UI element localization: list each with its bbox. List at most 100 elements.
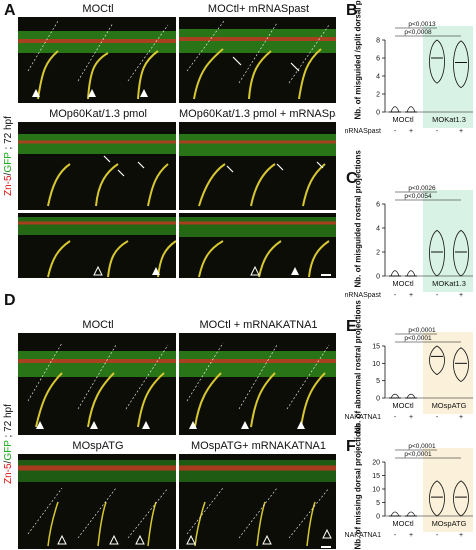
micrograph-image xyxy=(18,317,176,435)
micrograph-d2: MOCtl + mRNAKATNA1 xyxy=(178,316,337,436)
micrograph-d4: MOspATG+ mRNAKATNA1 xyxy=(178,437,337,550)
violin xyxy=(390,511,400,517)
condition-value: - xyxy=(394,128,397,135)
tile-title: MOp60Kat/1.3 pmol xyxy=(18,106,176,122)
condition-value: + xyxy=(459,532,463,539)
condition-value: + xyxy=(409,414,413,421)
group-label: MOKat1.3 xyxy=(432,115,466,124)
violin xyxy=(390,270,400,277)
panel-label-c: C xyxy=(346,170,358,187)
y-tick-label: 2 xyxy=(376,250,380,257)
panel-label-d: D xyxy=(4,292,16,309)
p-value-label: p<0,0026 xyxy=(408,185,436,192)
micrograph-image xyxy=(18,106,176,210)
micrograph-image xyxy=(179,317,336,435)
group-label: MOCtl xyxy=(392,401,414,410)
y-tick-label: 2 xyxy=(376,92,380,99)
micrograph-image xyxy=(18,1,176,103)
micrograph-image xyxy=(179,1,336,103)
micrograph-image xyxy=(18,438,176,549)
group-shading xyxy=(423,448,473,532)
micrograph-image xyxy=(179,438,336,549)
group-shading xyxy=(423,26,473,128)
condition-value: - xyxy=(436,128,439,135)
y-tick-label: 5 xyxy=(376,500,380,507)
panel-label-f: F xyxy=(346,438,356,455)
condition-value: - xyxy=(436,532,439,539)
panel-label-e: E xyxy=(346,318,357,335)
violin xyxy=(429,345,445,376)
p-value-label: p<0,0001 xyxy=(408,443,436,450)
condition-label: mRNAKATNA1 xyxy=(345,414,381,421)
p-value-label: p<0,0013 xyxy=(408,21,436,28)
group-label: MOspATG xyxy=(432,519,467,528)
panel-label-b: B xyxy=(346,2,358,19)
group-label: MOCtl xyxy=(392,519,414,528)
tile-title: MOspATG xyxy=(18,438,176,454)
violin xyxy=(453,229,469,277)
y-tick-label: 10 xyxy=(372,487,380,494)
tile-title: MOCtl xyxy=(18,1,176,17)
y-tick-label: 10 xyxy=(372,361,380,368)
condition-value: + xyxy=(459,414,463,421)
y-tick-label: 6 xyxy=(376,202,380,209)
y-tick-label: 4 xyxy=(376,226,380,233)
violin xyxy=(390,106,400,113)
micrograph-d3: MOspATG xyxy=(17,437,177,550)
y-tick-label: 0 xyxy=(376,514,380,521)
y-tick-label: 6 xyxy=(376,56,380,63)
tile-title: MOspATG+ mRNAKATNA1 xyxy=(179,438,336,454)
group-shading xyxy=(423,332,473,414)
violin xyxy=(453,40,469,89)
tile-title: MOCtl xyxy=(18,317,176,333)
p-value-label: p<0,0008 xyxy=(404,29,432,36)
tile-title: MOCtl+ mRNASpast xyxy=(179,1,336,17)
y-tick-label: 15 xyxy=(372,344,380,351)
p-value-label: p<0,0001 xyxy=(408,327,436,334)
condition-value: - xyxy=(394,414,397,421)
micrograph-a5 xyxy=(17,212,177,279)
condition-label: mRNASpast xyxy=(345,292,381,299)
micrograph-a1: MOCtl xyxy=(17,0,177,104)
violin xyxy=(390,393,400,399)
p-value-label: p<0,0001 xyxy=(404,335,432,342)
condition-value: - xyxy=(394,532,397,539)
micrograph-a2: MOCtl+ mRNASpast xyxy=(178,0,337,104)
violin xyxy=(429,39,445,84)
violin xyxy=(429,480,445,517)
violin xyxy=(453,347,469,383)
condition-label: mRNAKATNA1 xyxy=(345,532,381,539)
violin xyxy=(406,393,416,399)
micrograph-image xyxy=(179,106,336,210)
y-tick-label: 0 xyxy=(376,110,380,117)
micrograph-image xyxy=(179,213,336,278)
micrograph-a6 xyxy=(178,212,337,279)
violin xyxy=(406,270,416,277)
group-label: MOCtl xyxy=(392,279,414,288)
y-tick-label: 8 xyxy=(376,38,380,45)
tile-title: MOp60Kat/1.3 pmol + mRNASpast xyxy=(179,106,337,122)
p-value-label: p<0,0054 xyxy=(404,193,432,200)
y-tick-label: 4 xyxy=(376,74,380,81)
group-label: MOspATG xyxy=(432,401,467,410)
y-tick-label: 0 xyxy=(376,274,380,281)
violin xyxy=(406,106,416,113)
tile-title: MOCtl + mRNAKATNA1 xyxy=(179,317,336,333)
y-tick-label: 0 xyxy=(376,396,380,403)
condition-value: - xyxy=(436,292,439,299)
group-shading xyxy=(423,190,473,292)
condition-label: mRNASpast xyxy=(345,128,381,135)
group-label: MOCtl xyxy=(392,115,414,124)
condition-value: + xyxy=(409,128,413,135)
condition-value: - xyxy=(394,292,397,299)
side-label-a: Zn-5/GFP ; 72 hpf xyxy=(3,116,14,196)
y-tick-label: 20 xyxy=(372,460,380,467)
y-tick-label: 5 xyxy=(376,378,380,385)
p-value-label: p<0,0001 xyxy=(404,451,432,458)
condition-value: + xyxy=(459,292,463,299)
condition-value: - xyxy=(436,414,439,421)
